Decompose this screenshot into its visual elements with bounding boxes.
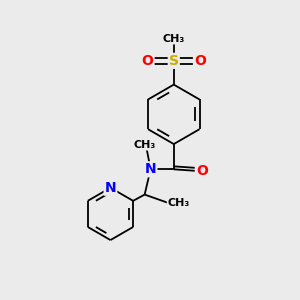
Text: O: O: [194, 54, 206, 68]
Text: O: O: [142, 54, 154, 68]
Text: S: S: [169, 54, 179, 68]
Text: CH₃: CH₃: [134, 140, 156, 150]
Text: N: N: [145, 162, 156, 176]
Text: N: N: [105, 181, 116, 195]
Text: CH₃: CH₃: [163, 34, 185, 44]
Text: CH₃: CH₃: [168, 199, 190, 208]
Text: O: O: [196, 164, 208, 178]
